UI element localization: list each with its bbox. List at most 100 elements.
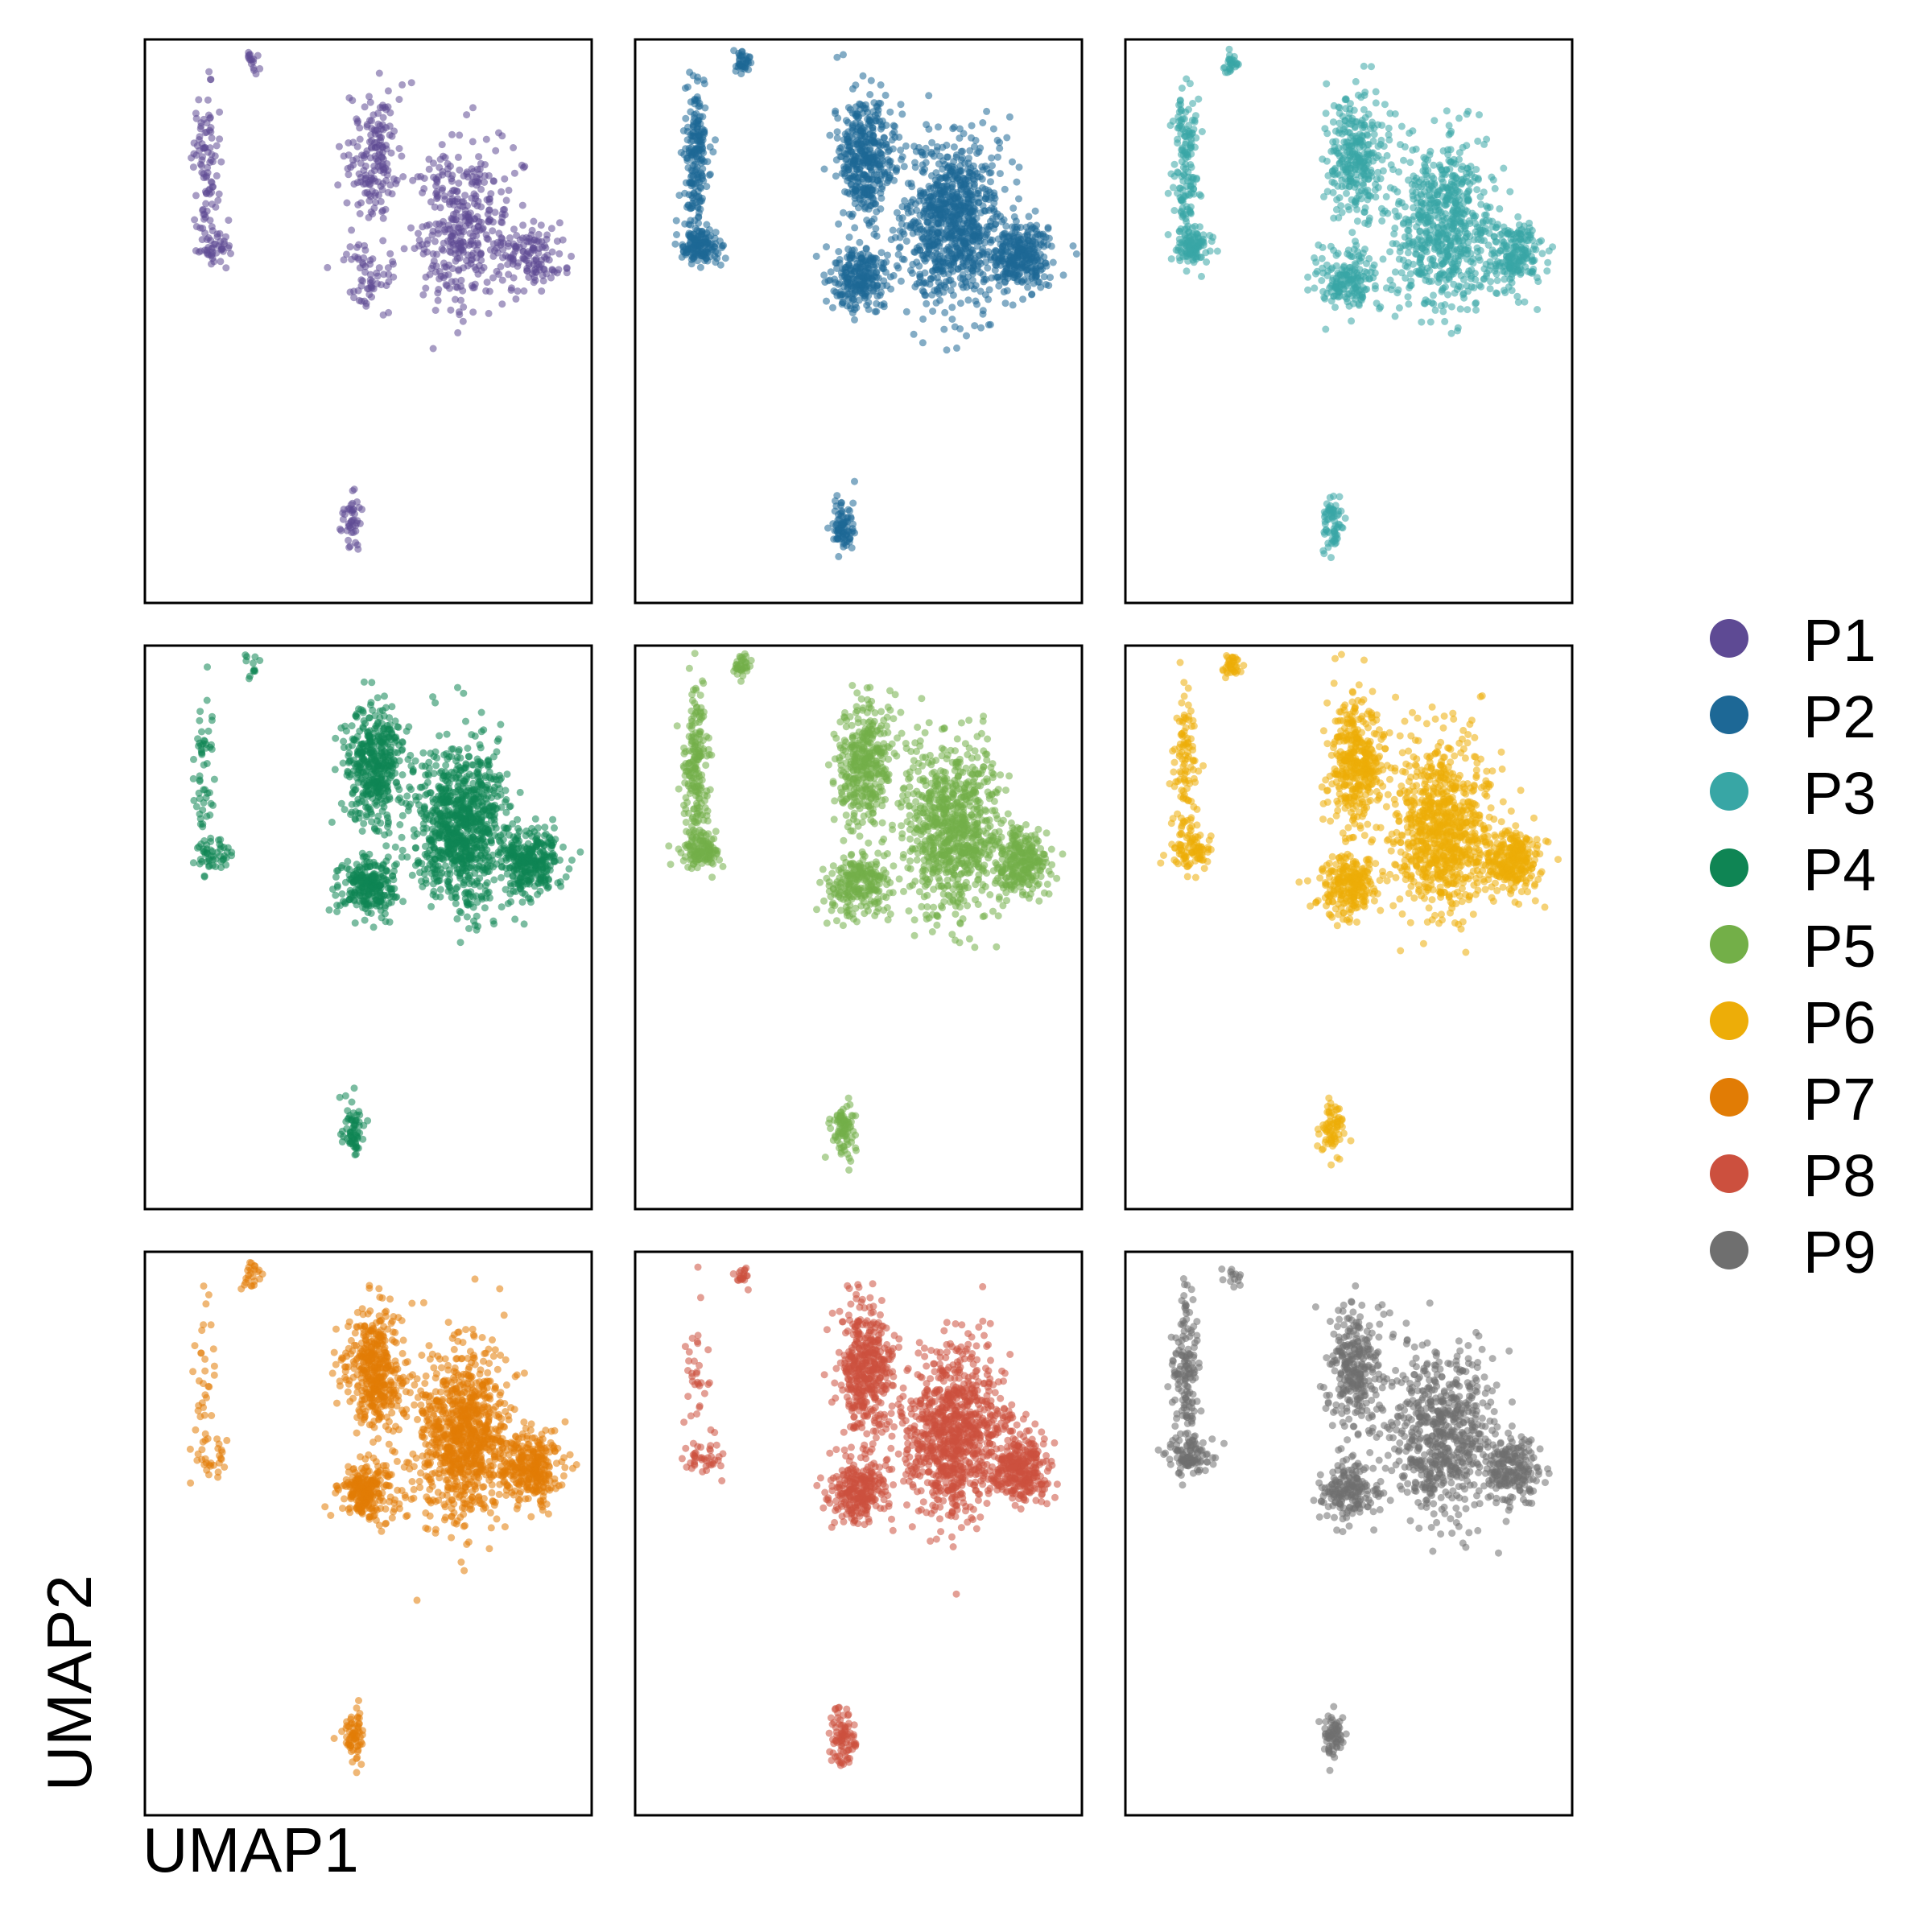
- scatter-point: [1433, 202, 1441, 210]
- scatter-point: [1340, 262, 1348, 270]
- scatter-point: [999, 240, 1007, 248]
- scatter-point: [671, 240, 679, 248]
- scatter-point: [883, 179, 891, 187]
- scatter-point: [1025, 253, 1033, 261]
- scatter-point: [696, 113, 704, 121]
- scatter-point: [1372, 99, 1380, 107]
- scatter-point: [1037, 237, 1045, 246]
- scatter-point: [1358, 141, 1366, 149]
- scatter-point: [1422, 227, 1430, 235]
- scatter-point: [1187, 208, 1195, 217]
- scatter-point: [852, 153, 860, 161]
- scatter-point: [1365, 254, 1373, 262]
- scatter-point: [983, 107, 991, 115]
- scatter-point: [847, 180, 855, 188]
- scatter-point: [849, 520, 857, 528]
- scatter-point: [1191, 222, 1199, 230]
- scatter-point: [1176, 239, 1184, 247]
- scatter-point: [350, 516, 358, 524]
- scatter-point: [861, 185, 869, 193]
- scatter-point: [1228, 56, 1236, 64]
- scatter-point: [833, 128, 841, 136]
- scatter-point: [848, 266, 856, 275]
- scatter-point: [1462, 246, 1470, 254]
- scatter-point: [374, 279, 382, 287]
- scatter-point: [1351, 260, 1359, 267]
- scatter-point: [1476, 193, 1484, 200]
- scatter-point: [949, 258, 957, 266]
- scatter-point: [902, 308, 910, 316]
- scatter-point: [901, 196, 909, 204]
- scatter-point: [877, 81, 885, 89]
- scatter-point: [1333, 531, 1341, 539]
- scatter-point: [1341, 117, 1349, 125]
- scatter-point: [898, 110, 906, 118]
- scatter-point: [1357, 187, 1365, 195]
- scatter-point: [199, 820, 207, 828]
- scatter-point: [1418, 318, 1426, 326]
- scatter-point: [877, 125, 885, 133]
- scatter-point: [1340, 285, 1348, 293]
- scatter-point: [455, 180, 463, 188]
- scatter-point: [1030, 246, 1038, 254]
- scatter-point: [343, 199, 351, 207]
- scatter-point: [485, 287, 493, 295]
- scatter-point: [833, 53, 841, 61]
- scatter-point: [1430, 300, 1438, 308]
- scatter-point: [964, 165, 972, 173]
- scatter-point: [1421, 160, 1429, 168]
- scatter-point: [959, 270, 967, 279]
- scatter-point: [836, 279, 844, 287]
- scatter-point: [1395, 168, 1403, 176]
- scatter-point: [1472, 166, 1480, 173]
- scatter-point: [382, 164, 390, 172]
- scatter-point: [1492, 289, 1500, 297]
- scatter-point: [452, 278, 460, 286]
- scatter-point: [1483, 269, 1491, 277]
- scatter-point: [1533, 274, 1541, 282]
- scatter-point: [1170, 160, 1179, 168]
- scatter-point: [1370, 130, 1378, 138]
- scatter-point: [1468, 171, 1476, 179]
- scatter-point: [869, 186, 877, 194]
- scatter-point: [1443, 107, 1451, 115]
- scatter-point: [919, 339, 927, 347]
- scatter-point: [204, 111, 213, 119]
- scatter-point: [1482, 211, 1490, 219]
- scatter-point: [440, 226, 448, 234]
- scatter-point: [694, 122, 702, 130]
- scatter-point: [687, 221, 695, 229]
- scatter-point: [915, 197, 923, 205]
- scatter-point: [1331, 164, 1340, 172]
- scatter-point: [468, 165, 476, 173]
- scatter-point: [840, 51, 847, 59]
- scatter-point: [947, 276, 955, 284]
- scatter-point: [995, 276, 1003, 284]
- scatter-point: [952, 234, 960, 242]
- scatter-point: [507, 286, 515, 294]
- scatter-point: [1164, 231, 1172, 238]
- scatter-point: [348, 255, 356, 263]
- scatter-point: [949, 267, 957, 275]
- scatter-point: [1015, 195, 1022, 203]
- scatter-point: [1524, 248, 1532, 256]
- scatter-point: [1501, 275, 1509, 283]
- scatter-point: [941, 308, 949, 316]
- scatter-point: [1174, 246, 1182, 254]
- scatter-point: [940, 281, 948, 289]
- scatter-point: [935, 160, 943, 168]
- scatter-point: [1331, 522, 1340, 530]
- scatter-point: [979, 310, 987, 318]
- scatter-point: [948, 316, 956, 323]
- scatter-point: [1178, 85, 1186, 92]
- scatter-point: [897, 277, 905, 285]
- scatter-point: [447, 306, 455, 314]
- scatter-point: [1335, 119, 1344, 127]
- scatter-point: [1416, 227, 1424, 235]
- scatter-point: [525, 259, 533, 267]
- scatter-point: [473, 232, 481, 240]
- scatter-point: [1311, 284, 1319, 292]
- scatter-point: [903, 204, 911, 213]
- scatter-point: [194, 735, 202, 743]
- scatter-point: [1360, 208, 1368, 216]
